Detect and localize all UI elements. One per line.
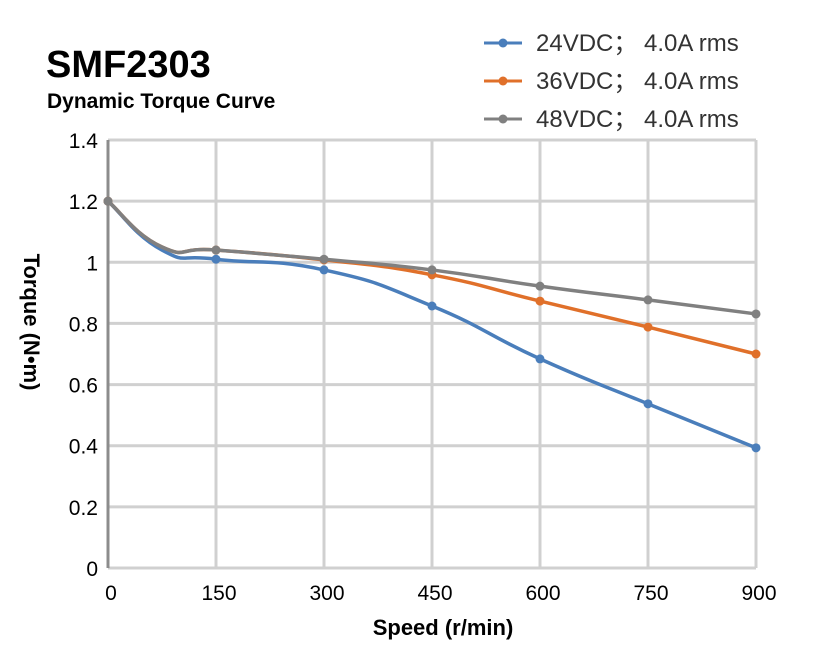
data-point [643, 295, 653, 305]
y-tick-label: 0.8 [69, 313, 98, 336]
chart-title: SMF2303 [46, 44, 211, 86]
y-axis-label: Torque (N•m) [19, 254, 44, 391]
data-point [427, 301, 437, 311]
x-axis-label: Speed (r/min) [373, 615, 514, 640]
y-tick-label: 0.2 [69, 497, 98, 520]
y-tick-label: 1 [86, 252, 98, 275]
data-point [535, 296, 545, 306]
series-line [106, 199, 757, 316]
y-tick-label: 1.2 [69, 191, 98, 214]
data-point [751, 309, 761, 319]
data-point [751, 349, 761, 359]
x-tick-label: 450 [417, 582, 452, 605]
chart-subtitle: Dynamic Torque Curve [47, 90, 276, 113]
data-point [643, 322, 653, 332]
x-tick-label: 300 [309, 582, 344, 605]
x-tick-label: 600 [525, 582, 560, 605]
legend-label: 24VDC； 4.0A rms [536, 30, 739, 57]
data-point [535, 281, 545, 291]
y-tick-label: 1.4 [69, 130, 99, 153]
data-point [643, 399, 653, 409]
series-line [106, 199, 757, 450]
legend-label: 36VDC； 4.0A rms [536, 68, 739, 95]
y-tick-label: 0.4 [69, 436, 99, 459]
data-point [535, 354, 545, 364]
legend-marker [498, 76, 508, 86]
data-point [211, 245, 221, 255]
data-point [319, 254, 329, 264]
data-point [319, 265, 329, 275]
legend-marker [498, 38, 508, 48]
data-point [103, 196, 113, 206]
legend-label: 48VDC； 4.0A rms [536, 106, 739, 133]
x-tick-label: 150 [201, 582, 236, 605]
x-tick-label: 900 [741, 582, 776, 605]
y-tick-label: 0.6 [69, 375, 98, 398]
x-tick-label: 750 [633, 582, 668, 605]
data-point [751, 443, 761, 453]
x-tick-label: 0 [105, 582, 117, 605]
data-point [427, 265, 437, 275]
legend-marker [498, 114, 508, 124]
y-tick-label: 0 [86, 558, 98, 581]
data-point [211, 254, 221, 264]
